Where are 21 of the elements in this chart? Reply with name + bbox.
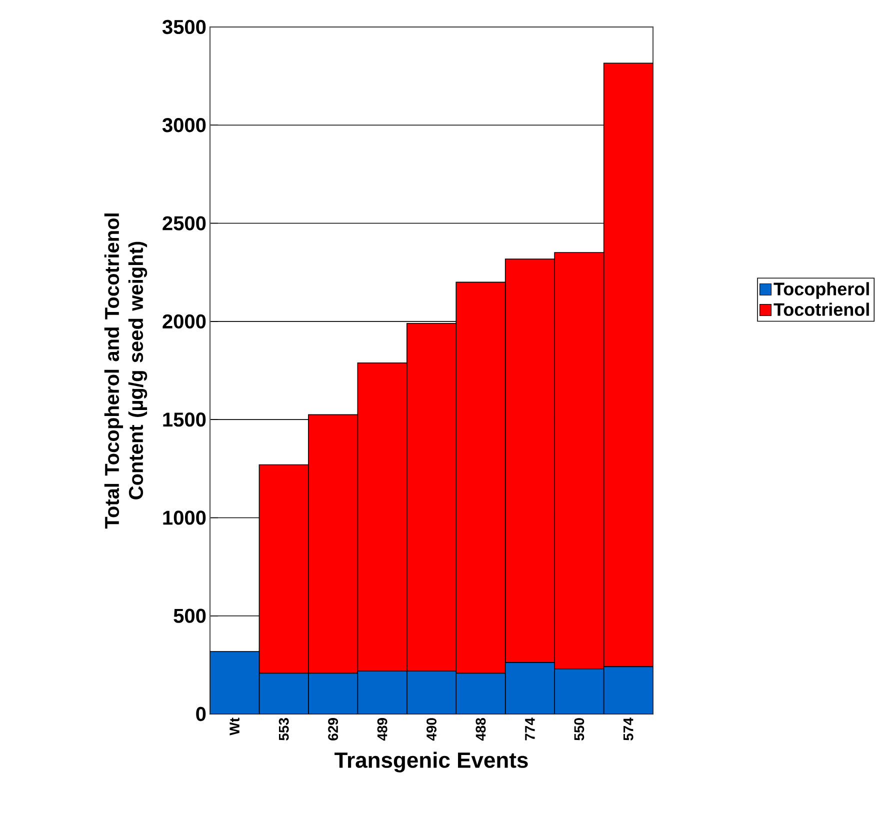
x-tick-label: 488 <box>476 718 486 741</box>
x-tick-label: 774 <box>525 718 535 740</box>
y-tick-label: 3500 <box>162 20 206 34</box>
x-axis-title: Transgenic Events <box>334 752 528 772</box>
legend-label: Tocotrienol <box>774 302 869 316</box>
y-tick-label: 2500 <box>162 216 206 230</box>
x-tick-label: 489 <box>377 718 388 741</box>
x-tick-label: 490 <box>426 718 436 741</box>
x-tick-label: 550 <box>574 718 584 740</box>
x-tick-label: 574 <box>624 718 634 740</box>
legend-label: Tocopherol <box>774 282 869 299</box>
x-tick-label: 629 <box>328 718 338 740</box>
y-tick-label: 2000 <box>162 314 206 328</box>
y-tick-label: 1500 <box>163 412 206 427</box>
y-tick-label: 1000 <box>163 510 206 525</box>
x-tick-label: Wt <box>230 718 240 736</box>
x-tick-label: 553 <box>278 718 289 740</box>
y-tick-label: 500 <box>174 608 206 623</box>
y-tick-label: 0 <box>196 706 206 722</box>
y-tick-label: 3000 <box>162 118 206 132</box>
y-axis-title: Total Tocopherol and Tocotrienol Content (µg/g seed weight) <box>104 214 148 529</box>
